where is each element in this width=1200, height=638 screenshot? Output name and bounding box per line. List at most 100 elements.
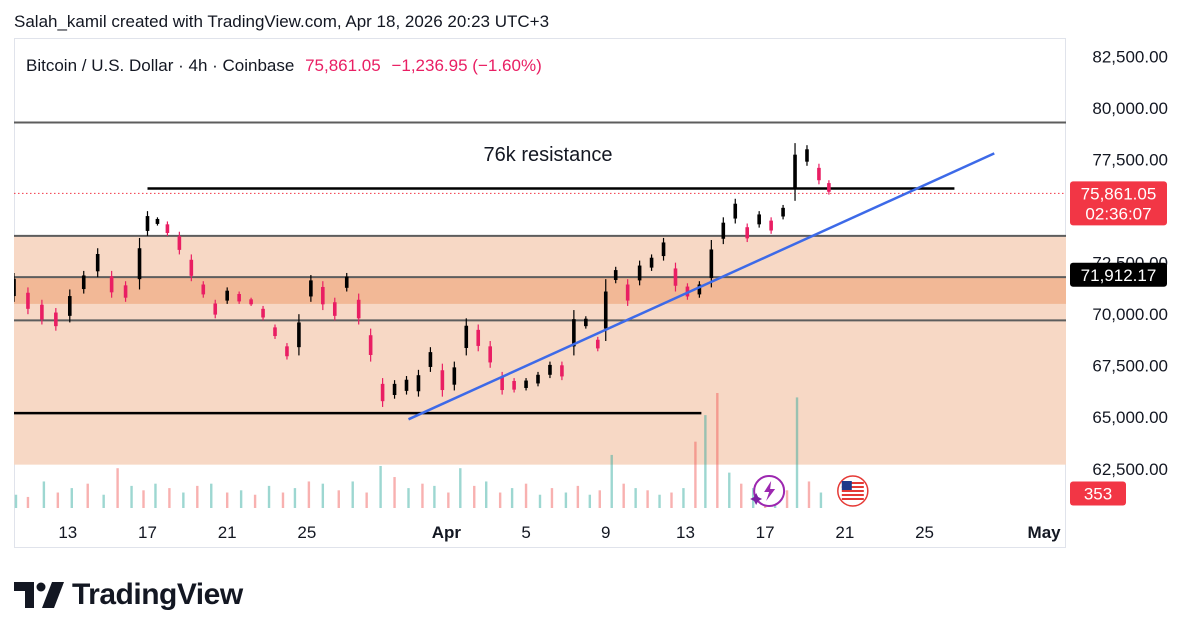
volume-bar — [550, 488, 554, 508]
volume-bar — [14, 494, 18, 508]
candle-body — [26, 292, 30, 309]
candle-body — [793, 154, 797, 190]
volume-bar — [433, 485, 436, 508]
candle-body — [321, 286, 325, 305]
volume-bar — [795, 397, 799, 508]
x-axis-tick-label: 9 — [601, 523, 610, 542]
candle-body — [249, 299, 253, 305]
volume-bar — [658, 494, 661, 508]
x-axis-tick-label: Apr — [432, 523, 462, 542]
candle-body — [560, 365, 564, 377]
volume-bar — [459, 468, 462, 508]
price-badge-countdown: 02:36:07 — [1085, 204, 1151, 223]
tradingview-wordmark: TradingView — [72, 578, 243, 611]
candle-body — [54, 312, 58, 327]
volume-bar — [351, 481, 354, 508]
price-badge-2 — [1070, 481, 1126, 506]
candle-body — [189, 259, 194, 276]
support-zone-0 — [14, 235, 1066, 465]
volume-bar — [196, 485, 199, 508]
volume-bar — [716, 393, 719, 508]
volume-bar — [225, 492, 229, 508]
candle-body — [95, 254, 100, 272]
volume-bar — [293, 488, 297, 508]
candle-body — [649, 257, 654, 268]
volume-bar — [740, 483, 743, 508]
candle-body — [452, 367, 457, 385]
support-zone-1 — [14, 277, 1066, 304]
symbol-label: Bitcoin / U.S. Dollar · 4h · Coinbase — [26, 56, 295, 75]
candle-body — [368, 335, 373, 356]
candle-body — [177, 236, 182, 250]
candle-body — [40, 304, 44, 320]
x-axis-tick-label: 17 — [138, 523, 157, 542]
us-flag-icon — [837, 475, 869, 507]
y-axis-tick-label: 62,500.00 — [1092, 460, 1168, 479]
x-axis-tick-label: 25 — [297, 523, 316, 542]
volume-bar — [694, 441, 697, 508]
volume-bar — [728, 472, 731, 508]
candle-body — [536, 374, 540, 384]
volume-bar — [485, 481, 488, 508]
candle-body — [769, 220, 773, 231]
volume-bar — [670, 492, 673, 508]
volume-bar — [70, 488, 73, 508]
candle-body — [524, 380, 528, 388]
candle-body — [661, 242, 666, 257]
candle-body — [273, 327, 277, 337]
volume-bar — [510, 488, 514, 508]
candle-body — [109, 276, 114, 293]
candle-body — [261, 308, 265, 318]
x-axis-tick-label: 17 — [756, 523, 775, 542]
volume-bar — [365, 492, 368, 508]
price-badge-label: 71,912.17 — [1081, 266, 1157, 285]
candle-body — [745, 227, 750, 239]
volume-bar — [598, 490, 601, 508]
volume-bar — [622, 483, 625, 508]
x-axis-tick-label: 13 — [676, 523, 695, 542]
candle-body — [67, 296, 72, 316]
volume-bar — [56, 492, 60, 508]
y-axis-tick-label: 65,000.00 — [1092, 408, 1168, 427]
volume-bar — [785, 490, 789, 508]
volume-bar — [646, 490, 649, 508]
candle-body — [165, 224, 170, 233]
candle-body — [416, 375, 421, 392]
price-badge-1 — [1070, 262, 1167, 287]
candle-body — [709, 249, 714, 278]
volume-bar — [473, 485, 476, 508]
candle-body — [380, 383, 385, 402]
candle-body — [123, 285, 128, 298]
price-badge-0 — [1070, 181, 1167, 226]
volume-bar — [42, 481, 46, 508]
volume-bar — [26, 496, 30, 508]
candle-body — [356, 299, 361, 319]
volume-bar — [407, 488, 410, 508]
volume-bar — [807, 481, 811, 508]
candle-body — [625, 284, 630, 301]
candle-body — [213, 303, 218, 315]
candle-body — [145, 216, 150, 231]
last-price: 75,861.05 — [305, 56, 381, 75]
candle-body — [572, 319, 576, 347]
y-axis-tick-label: 82,500.00 — [1092, 48, 1168, 67]
candle-body — [14, 278, 16, 297]
volume-bar — [682, 488, 685, 508]
volume-bar — [168, 488, 171, 508]
tradingview-logo[interactable]: TradingView — [14, 575, 243, 615]
volume-bar — [447, 492, 450, 508]
volume-bar — [704, 415, 707, 508]
volume-bar — [321, 483, 325, 508]
y-axis-tick-label: 77,500.00 — [1092, 151, 1168, 170]
x-axis-tick-label: 5 — [521, 523, 530, 542]
resistance-annotation: 76k resistance — [484, 144, 613, 166]
volume-bar — [576, 485, 580, 508]
candle-body — [137, 248, 142, 280]
candle-body — [155, 218, 160, 224]
ascending-trendline — [407, 152, 995, 421]
candle-body — [440, 370, 445, 391]
candle-body — [285, 346, 289, 357]
candle-body — [637, 265, 642, 281]
volume-bar — [393, 477, 396, 508]
